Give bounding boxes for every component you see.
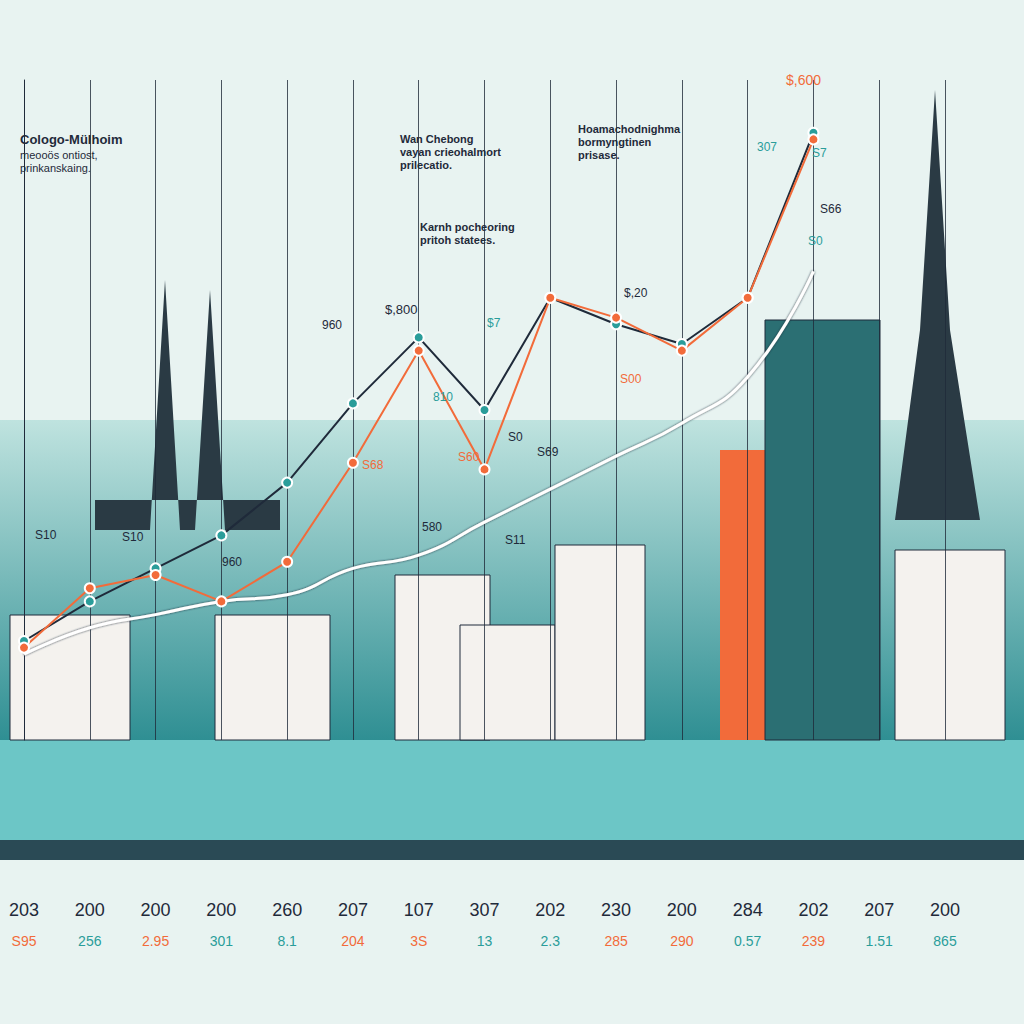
svg-text:200: 200 [667, 900, 697, 920]
svg-text:200: 200 [75, 900, 105, 920]
svg-text:S0: S0 [508, 430, 523, 444]
svg-text:960: 960 [322, 318, 342, 332]
svg-text:2.3: 2.3 [541, 933, 561, 949]
svg-text:S7: S7 [812, 146, 827, 160]
svg-text:285: 285 [604, 933, 628, 949]
svg-text:Wan Chebong: Wan Chebong [400, 133, 474, 145]
svg-text:256: 256 [78, 933, 102, 949]
svg-text:$,20: $,20 [624, 286, 648, 300]
svg-text:13: 13 [477, 933, 493, 949]
svg-text:0.57: 0.57 [734, 933, 761, 949]
svg-text:960: 960 [222, 555, 242, 569]
svg-text:Cologo-Mülhoim: Cologo-Mülhoim [20, 132, 123, 147]
svg-text:S95: S95 [12, 933, 37, 949]
svg-text:$,600: $,600 [786, 72, 821, 88]
svg-text:580: 580 [422, 520, 442, 534]
svg-text:prinkanskaing.: prinkanskaing. [20, 162, 91, 174]
svg-text:bormyngtinen: bormyngtinen [578, 136, 652, 148]
svg-text:230: 230 [601, 900, 631, 920]
svg-text:810: 810 [433, 390, 453, 404]
svg-text:1.51: 1.51 [866, 933, 893, 949]
svg-text:vayan crieohalmort: vayan crieohalmort [400, 146, 501, 158]
svg-text:S68: S68 [362, 458, 384, 472]
svg-text:290: 290 [670, 933, 694, 949]
svg-text:S00: S00 [620, 372, 642, 386]
svg-text:S10: S10 [35, 528, 57, 542]
svg-text:meooös ontiost,: meooös ontiost, [20, 149, 98, 161]
svg-text:pritoh statees.: pritoh statees. [420, 234, 495, 246]
svg-text:301: 301 [210, 933, 234, 949]
svg-text:865: 865 [933, 933, 957, 949]
svg-text:2.95: 2.95 [142, 933, 169, 949]
svg-text:prilecatio.: prilecatio. [400, 159, 452, 171]
svg-text:107: 107 [404, 900, 434, 920]
svg-text:S60: S60 [458, 450, 480, 464]
svg-text:260: 260 [272, 900, 302, 920]
svg-text:202: 202 [535, 900, 565, 920]
svg-text:S10: S10 [122, 530, 144, 544]
svg-text:307: 307 [469, 900, 499, 920]
svg-text:8.1: 8.1 [277, 933, 297, 949]
svg-text:$7: $7 [487, 316, 501, 330]
svg-text:$,800: $,800 [385, 302, 418, 317]
svg-text:307: 307 [757, 140, 777, 154]
svg-text:207: 207 [338, 900, 368, 920]
svg-text:prisase.: prisase. [578, 149, 620, 161]
svg-text:203: 203 [9, 900, 39, 920]
svg-text:204: 204 [341, 933, 365, 949]
svg-text:Karnh pocheoring: Karnh pocheoring [420, 221, 515, 233]
svg-text:200: 200 [930, 900, 960, 920]
svg-text:S11: S11 [505, 533, 526, 547]
svg-text:200: 200 [141, 900, 171, 920]
svg-text:200: 200 [206, 900, 236, 920]
svg-text:207: 207 [864, 900, 894, 920]
svg-text:Hoamachodnighma: Hoamachodnighma [578, 123, 681, 135]
svg-text:202: 202 [798, 900, 828, 920]
svg-text:3S: 3S [410, 933, 427, 949]
svg-text:S0: S0 [808, 234, 823, 248]
svg-text:239: 239 [802, 933, 826, 949]
svg-text:S66: S66 [820, 202, 842, 216]
svg-text:284: 284 [733, 900, 763, 920]
svg-text:S69: S69 [537, 445, 559, 459]
